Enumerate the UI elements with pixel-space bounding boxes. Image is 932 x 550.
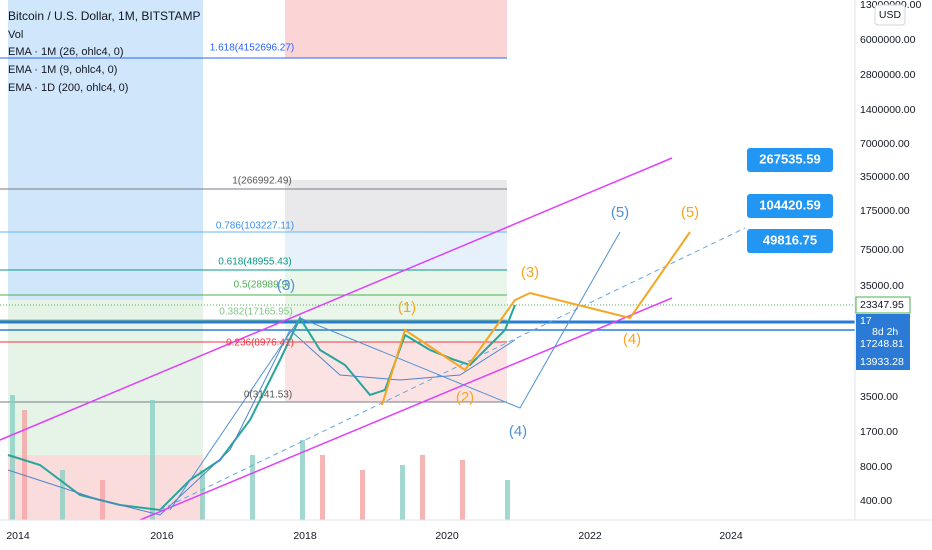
fib-label: 0.382(17165.95) [219,307,292,318]
time-label: 2016 [150,530,174,542]
indicator: EMA · 1D (200, ohlc4, 0) [8,82,128,94]
currency[interactable]: USD [879,9,902,21]
price [7,304,516,512]
price-label: 2800000.00 [860,69,916,81]
zone [285,180,507,232]
price-tag-label: 17 [860,315,872,327]
fib-label: 0.618(48955.43) [218,257,291,268]
wave-path [169,231,621,511]
callout [747,229,833,253]
price-label: 400.00 [860,495,892,507]
symbol: Bitcoin / U.S. Dollar, 1M, BITSTAMP [8,9,201,23]
fib-label: 0.786(103227.11) [216,221,294,232]
wave-label: (3) [277,277,295,294]
zone [285,232,507,270]
price-tag-label: 13933.28 [860,356,904,368]
zone [8,300,203,455]
target: 104420.59 [759,197,820,212]
price-label: 800.00 [860,461,892,473]
price-tag-label: 8d 2h [872,326,898,338]
fib-label: 1(266992.49) [232,176,292,187]
price-label: 1700.00 [860,426,898,438]
time-label: 2024 [719,530,743,542]
price-label: 6000000.00 [860,34,916,46]
price-tag [856,354,910,370]
wave-label: (4) [623,331,641,348]
price-label: 35000.00 [860,280,904,292]
time-label: 2022 [578,530,602,542]
price-axis [855,0,932,520]
time-label: 2014 [6,530,30,542]
price-label: 175000.00 [860,205,910,217]
indicator: EMA · 1M (9, ohlc4, 0) [8,64,117,76]
price-tag-label: 23347.95 [860,299,904,311]
trend [159,227,746,511]
wave-path [381,231,691,406]
time-label: 2020 [435,530,459,542]
wave-label: (5) [611,204,629,221]
target: 267535.59 [759,151,820,166]
zone [285,0,507,58]
indicator: EMA · 1M (26, ohlc4, 0) [8,46,124,58]
fib-label: 0.5(28989.9) [234,280,291,291]
indicator: Vol [8,29,23,41]
channel [139,297,673,521]
price-tag [855,296,911,314]
currency-button[interactable] [874,4,906,26]
price-label: 1400000.00 [860,104,916,116]
time-label: 2018 [293,530,317,542]
fib-label: 0.236(8976.41) [226,338,294,349]
price-tag [856,314,910,354]
target: 49816.75 [763,232,817,247]
header: Bitcoin / U.S. Dollar, 1M, BITSTAMP Vol … [8,9,201,94]
callout [747,194,833,218]
price-tag-label: 17248.81 [860,338,904,350]
fib-label: 1.618(4152696.27) [210,43,295,54]
channel [0,157,673,441]
callout [747,148,833,172]
time-axis-labels: 2014 2016 2018 2020 2022 2024 [6,530,743,542]
price-label: 3500.00 [860,391,898,403]
wave-label: (2) [456,389,474,406]
price-label: 75000.00 [860,244,904,256]
wave-label: (1) [398,299,416,316]
wave-label: (5) [681,204,699,221]
zone [8,0,203,300]
price-label: 700000.00 [860,138,910,150]
wave-label: (4) [509,423,527,440]
price-label: 350000.00 [860,171,910,183]
wave-label: (3) [521,264,539,281]
ema [7,329,516,516]
fib-label: 0(3141.53) [244,390,292,401]
